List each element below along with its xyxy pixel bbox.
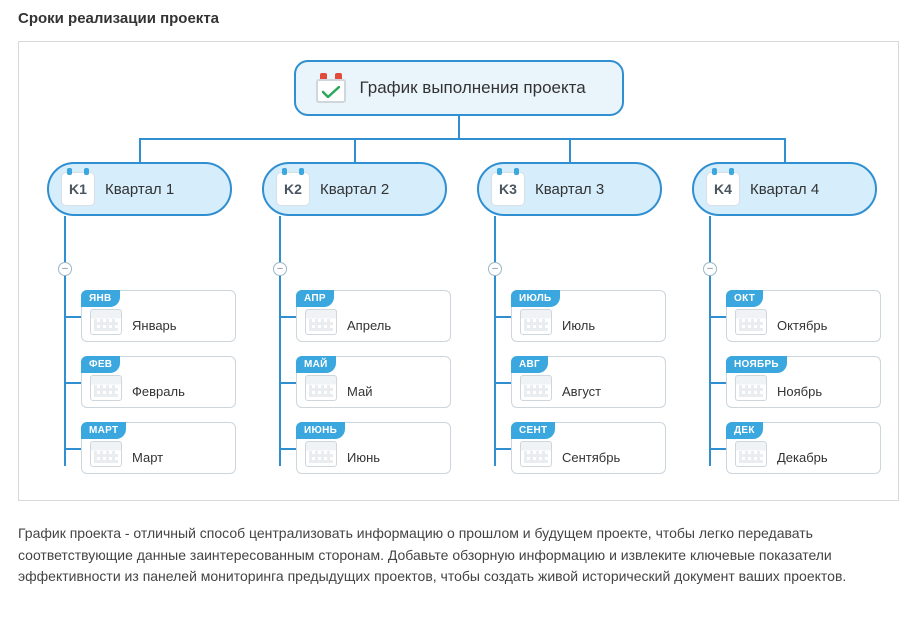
quarter-node[interactable]: K2 Квартал 2 — [262, 162, 447, 216]
quarter-label: Квартал 4 — [750, 181, 819, 198]
calendar-icon — [90, 441, 122, 467]
connector-line — [709, 216, 711, 466]
month-name: Август — [562, 384, 601, 401]
month-node[interactable]: ФЕВ Февраль — [81, 356, 236, 408]
calendar-icon — [90, 375, 122, 401]
connector-line — [279, 216, 281, 466]
month-tag: ИЮНЬ — [296, 422, 345, 439]
quarter-badge-icon: K3 — [491, 172, 525, 206]
month-tag: ФЕВ — [81, 356, 120, 373]
month-name: Июнь — [347, 450, 380, 467]
month-tag: АВГ — [511, 356, 548, 373]
timeline-diagram: График выполнения проекта K1 Квартал 1– … — [18, 41, 899, 501]
month-name: Июль — [562, 318, 595, 335]
connector-line — [280, 382, 296, 384]
calendar-icon — [735, 441, 767, 467]
month-node[interactable]: ИЮНЬ Июнь — [296, 422, 451, 474]
connector-line — [64, 216, 66, 466]
month-tag: ЯНВ — [81, 290, 120, 307]
month-node[interactable]: СЕНТ Сентябрь — [511, 422, 666, 474]
month-tag: МАРТ — [81, 422, 126, 439]
month-name: Март — [132, 450, 163, 467]
month-node[interactable]: ЯНВ Январь — [81, 290, 236, 342]
collapse-toggle-icon[interactable]: – — [488, 262, 502, 276]
connector-line — [495, 316, 511, 318]
calendar-icon — [305, 441, 337, 467]
calendar-icon — [305, 375, 337, 401]
month-node[interactable]: МАРТ Март — [81, 422, 236, 474]
root-node[interactable]: График выполнения проекта — [294, 60, 624, 116]
connector-line — [65, 448, 81, 450]
collapse-toggle-icon[interactable]: – — [273, 262, 287, 276]
connector-line — [354, 138, 356, 162]
month-node[interactable]: АПР Апрель — [296, 290, 451, 342]
month-tag: ДЕК — [726, 422, 763, 439]
calendar-check-icon — [316, 73, 346, 103]
quarter-badge-icon: K2 — [276, 172, 310, 206]
month-name: Январь — [132, 318, 177, 335]
month-name: Апрель — [347, 318, 391, 335]
month-tag: ИЮЛЬ — [511, 290, 560, 307]
connector-line — [280, 448, 296, 450]
month-node[interactable]: МАЙ Май — [296, 356, 451, 408]
connector-line — [784, 138, 786, 162]
calendar-icon — [735, 309, 767, 335]
connector-line — [139, 138, 141, 162]
description-text: График проекта - отличный способ централ… — [18, 523, 899, 588]
quarter-label: Квартал 3 — [535, 181, 604, 198]
calendar-icon — [90, 309, 122, 335]
connector-line — [495, 382, 511, 384]
section-title: Сроки реализации проекта — [18, 10, 899, 27]
quarter-node[interactable]: K1 Квартал 1 — [47, 162, 232, 216]
quarter-node[interactable]: K3 Квартал 3 — [477, 162, 662, 216]
calendar-icon — [305, 309, 337, 335]
connector-line — [710, 448, 726, 450]
calendar-icon — [520, 375, 552, 401]
month-name: Сентябрь — [562, 450, 620, 467]
connector-line — [710, 382, 726, 384]
quarter-label: Квартал 2 — [320, 181, 389, 198]
month-tag: МАЙ — [296, 356, 336, 373]
calendar-icon — [520, 309, 552, 335]
connector-line — [495, 448, 511, 450]
month-name: Февраль — [132, 384, 185, 401]
connector-line — [280, 316, 296, 318]
quarter-label: Квартал 1 — [105, 181, 174, 198]
collapse-toggle-icon[interactable]: – — [58, 262, 72, 276]
quarter-node[interactable]: K4 Квартал 4 — [692, 162, 877, 216]
connector-line — [494, 216, 496, 466]
month-node[interactable]: ДЕК Декабрь — [726, 422, 881, 474]
month-name: Октябрь — [777, 318, 827, 335]
month-tag: ОКТ — [726, 290, 763, 307]
connector-line — [65, 316, 81, 318]
connector-line — [569, 138, 571, 162]
collapse-toggle-icon[interactable]: – — [703, 262, 717, 276]
calendar-icon — [735, 375, 767, 401]
quarter-badge-icon: K4 — [706, 172, 740, 206]
root-label: График выполнения проекта — [360, 78, 586, 98]
month-node[interactable]: ОКТ Октябрь — [726, 290, 881, 342]
month-node[interactable]: НОЯБРЬ Ноябрь — [726, 356, 881, 408]
month-node[interactable]: АВГ Август — [511, 356, 666, 408]
connector-line — [140, 138, 785, 140]
connector-line — [710, 316, 726, 318]
month-tag: НОЯБРЬ — [726, 356, 787, 373]
month-name: Декабрь — [777, 450, 828, 467]
month-tag: АПР — [296, 290, 334, 307]
calendar-icon — [520, 441, 552, 467]
month-node[interactable]: ИЮЛЬ Июль — [511, 290, 666, 342]
month-name: Ноябрь — [777, 384, 822, 401]
connector-line — [458, 116, 460, 138]
quarter-badge-icon: K1 — [61, 172, 95, 206]
month-name: Май — [347, 384, 372, 401]
month-tag: СЕНТ — [511, 422, 555, 439]
connector-line — [65, 382, 81, 384]
